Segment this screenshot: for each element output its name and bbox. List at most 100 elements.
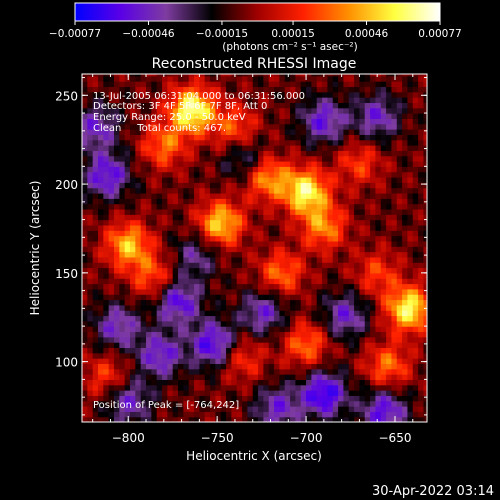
heatmap-cell <box>295 182 302 189</box>
heatmap-cell <box>183 384 190 391</box>
heatmap-cell <box>204 411 211 418</box>
heatmap-cell <box>146 219 152 226</box>
heatmap-cell <box>130 198 136 205</box>
heatmap-cell <box>268 118 275 125</box>
heatmap-cell <box>162 139 168 146</box>
heatmap-cell <box>364 368 371 375</box>
heatmap-cell <box>311 235 318 242</box>
heatmap-cell <box>199 379 206 386</box>
heatmap-cell <box>258 352 264 359</box>
heatmap-cell <box>183 304 190 311</box>
heatmap-cell <box>156 352 163 359</box>
heatmap-cell <box>156 118 163 125</box>
heatmap-cell <box>140 278 147 285</box>
heatmap-cell <box>364 342 371 349</box>
heatmap-cell <box>274 374 280 380</box>
heatmap-cell <box>386 288 393 295</box>
heatmap-cell <box>183 75 190 82</box>
heatmap-cell <box>215 198 222 205</box>
heatmap-cell <box>130 118 136 125</box>
heatmap-cell <box>167 129 174 135</box>
heatmap-cell <box>295 145 302 151</box>
heatmap-cell <box>188 145 195 151</box>
heatmap-cell <box>124 384 131 391</box>
heatmap-cell <box>204 278 211 285</box>
heatmap-cell <box>290 336 297 343</box>
heatmap-cell <box>300 288 307 295</box>
heatmap-cell <box>316 299 323 306</box>
heatmap-cell <box>194 113 200 119</box>
heatmap-cell <box>354 240 361 247</box>
heatmap-cell <box>231 395 238 402</box>
heatmap-cell <box>407 283 414 290</box>
heatmap-cell <box>306 224 313 231</box>
heatmap-cell <box>407 256 414 263</box>
heatmap-cell <box>396 288 403 295</box>
heatmap-cell <box>236 107 243 114</box>
heatmap-cell <box>364 139 371 146</box>
heatmap-cell <box>210 256 216 263</box>
heatmap-cell <box>332 118 339 125</box>
heatmap-cell <box>386 81 393 88</box>
heatmap-cell <box>348 97 355 104</box>
heatmap-cell <box>396 358 403 365</box>
heatmap-cell <box>108 246 115 253</box>
heatmap-cell <box>274 251 280 258</box>
heatmap-cell <box>364 129 371 135</box>
heatmap-cell <box>167 315 174 322</box>
heatmap-cell <box>183 166 190 173</box>
heatmap-cell <box>407 304 414 311</box>
heatmap-cell <box>338 240 345 247</box>
heatmap-cell <box>199 416 206 422</box>
heatmap-cell <box>338 390 345 396</box>
heatmap-cell <box>380 358 387 365</box>
heatmap-cell <box>172 256 179 263</box>
heatmap-cell <box>156 235 163 242</box>
heatmap-cell <box>247 315 254 322</box>
heatmap-cell <box>391 161 398 167</box>
heatmap-cell <box>364 235 371 242</box>
y-tick-label: 200 <box>55 178 78 192</box>
heatmap-cell <box>370 315 377 322</box>
heatmap-cell <box>98 81 104 88</box>
heatmap-cell <box>396 187 403 194</box>
heatmap-cell <box>290 166 297 173</box>
heatmap-cell <box>274 91 280 98</box>
heatmap-cell <box>332 278 339 285</box>
heatmap-cell <box>204 171 211 178</box>
heatmap-cell <box>359 278 366 285</box>
heatmap-cell <box>124 97 131 104</box>
heatmap-cell <box>119 123 126 130</box>
heatmap-cell <box>274 171 280 178</box>
heatmap-cell <box>423 363 427 370</box>
heatmap-cell <box>146 187 152 194</box>
heatmap-cell <box>156 166 163 173</box>
heatmap-cell <box>210 272 216 279</box>
heatmap-cell <box>210 219 216 226</box>
heatmap-cell <box>172 182 179 189</box>
heatmap-cell <box>407 74 414 77</box>
heatmap-cell <box>300 171 307 178</box>
heatmap-cell <box>290 208 297 215</box>
heatmap-cell <box>188 374 195 380</box>
heatmap-cell <box>236 347 243 354</box>
heatmap-cell <box>167 123 174 130</box>
heatmap-cell <box>103 139 110 146</box>
heatmap-cell <box>306 267 313 274</box>
heatmap-cell <box>135 155 142 162</box>
heatmap-cell <box>140 379 147 386</box>
heatmap-cell <box>183 283 190 290</box>
heatmap-cell <box>119 363 126 370</box>
heatmap-cell <box>183 342 190 349</box>
heatmap-cell <box>322 230 329 237</box>
heatmap-cell <box>151 161 158 167</box>
heatmap-cell <box>348 91 355 98</box>
heatmap-cell <box>274 267 280 274</box>
heatmap-cell <box>290 198 297 205</box>
heatmap-cell <box>364 81 371 88</box>
heatmap-cell <box>178 176 184 183</box>
heatmap-cell <box>247 198 254 205</box>
heatmap-cell <box>124 368 131 375</box>
heatmap-cell <box>183 390 190 396</box>
heatmap-cell <box>108 86 115 93</box>
